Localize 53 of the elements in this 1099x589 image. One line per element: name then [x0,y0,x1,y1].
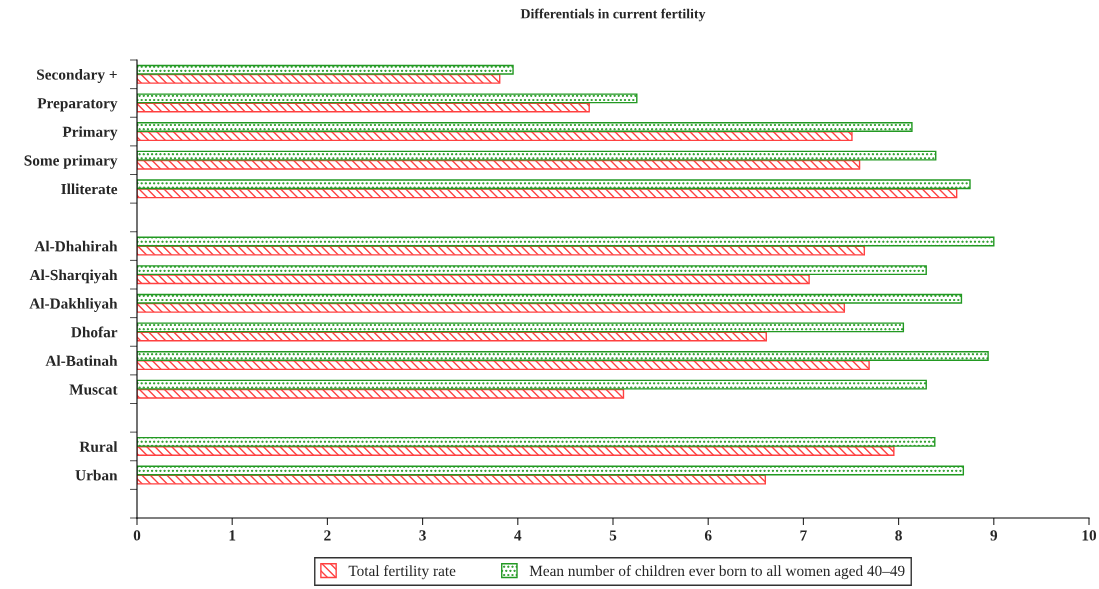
x-tick-label: 9 [990,530,998,541]
bar [137,351,989,361]
x-tick-label: 3 [419,530,426,541]
x-tick-label: 0 [133,530,141,541]
x-tick-label: 2 [324,530,331,541]
y-tick-label: Rural [79,441,118,452]
y-tick-label: Al-Sharqiyah [29,269,118,284]
legend-label: Total fertility rate [348,565,456,580]
bar [137,388,625,399]
bar [137,93,638,104]
bar [137,446,895,456]
bar [137,293,963,304]
x-tick-label: 6 [704,530,712,541]
y-tick-label: Primary [62,126,118,141]
y-tick-label: Al-Batinah [45,355,118,367]
bar [137,179,971,190]
bar [137,122,913,132]
x-tick-label: 8 [895,530,902,541]
bar [137,245,866,256]
x-tick-label: 10 [1082,530,1097,541]
bar [137,379,927,390]
y-tick-label: Al-Dakhliyah [29,298,118,312]
y-tick-label: Urban [75,469,118,481]
bar [137,159,861,170]
x-tick-label: 5 [609,530,617,541]
y-tick-label: Al-Dhahirah [34,240,118,252]
y-tick-label: Muscat [69,384,118,395]
bar [137,360,870,371]
bar [137,236,995,247]
x-tick-label: 4 [514,530,522,541]
x-tick-label: 1 [229,530,236,541]
y-tick-label: Illiterate [61,183,118,195]
bar [137,274,810,285]
bar [137,73,501,84]
x-tick-label: 7 [800,530,807,541]
y-tick-label: Dhofar [71,326,118,338]
bar [137,188,958,199]
bar [137,436,936,447]
y-tick-label: Secondary + [37,69,117,83]
bar [137,150,937,161]
chart-title: Differentials in current fertility [520,8,706,22]
bar [137,265,927,276]
bar [137,64,514,75]
bar [137,474,767,485]
legend-label: Mean number of children ever born to all women aged 40–49 [529,565,905,580]
bar [137,465,965,476]
y-tick-label: Preparatory [37,98,118,112]
bar [137,302,846,313]
y-tick-label: Some primary [24,154,118,169]
bar [137,331,767,342]
bar [137,131,853,142]
bar [137,102,590,113]
bar [137,322,905,333]
